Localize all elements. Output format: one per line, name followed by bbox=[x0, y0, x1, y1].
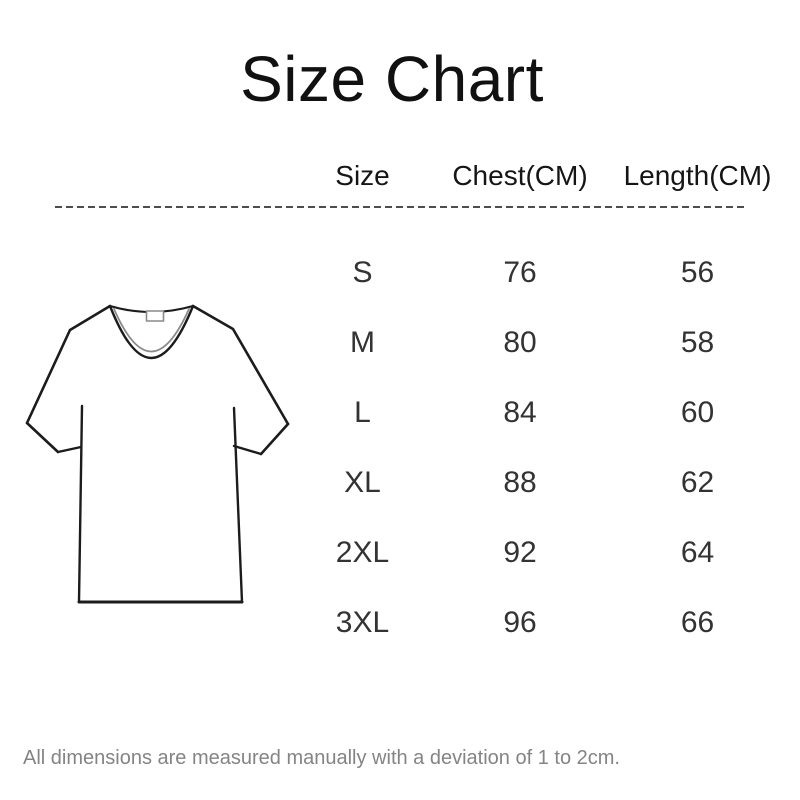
chest-value: 76 bbox=[503, 256, 537, 289]
table-row: XL 88 62 bbox=[300, 448, 780, 518]
length-value: 66 bbox=[680, 606, 715, 639]
chest-value: 88 bbox=[503, 466, 537, 499]
length-value: 62 bbox=[680, 466, 715, 499]
length-value: 64 bbox=[680, 536, 715, 569]
size-value: S bbox=[352, 256, 373, 289]
table-row: 2XL 92 64 bbox=[300, 518, 780, 588]
column-header-length: Length(CM) bbox=[623, 160, 772, 191]
table-row: 3XL 96 66 bbox=[300, 588, 780, 658]
column-header-size: Size bbox=[335, 160, 390, 191]
size-value: M bbox=[350, 326, 375, 359]
length-value: 58 bbox=[680, 326, 715, 359]
length-value: 60 bbox=[680, 396, 715, 429]
chest-value: 84 bbox=[503, 396, 537, 429]
column-header-chest: Chest(CM) bbox=[452, 160, 588, 191]
dashed-divider bbox=[55, 206, 748, 208]
table-header-row: Size Chest(CM) Length(CM) bbox=[300, 160, 780, 192]
measurement-note: All dimensions are measured manually wit… bbox=[23, 747, 620, 769]
size-table-body: S 76 56 M 80 58 L 84 60 XL 88 62 2XL 92 … bbox=[300, 238, 780, 658]
length-value: 56 bbox=[680, 256, 715, 289]
page-title: Size Chart bbox=[240, 43, 544, 115]
chest-value: 92 bbox=[503, 536, 537, 569]
size-value: 2XL bbox=[335, 536, 390, 569]
size-value: 3XL bbox=[335, 606, 390, 639]
chest-value: 80 bbox=[503, 326, 537, 359]
table-row: L 84 60 bbox=[300, 378, 780, 448]
chest-value: 96 bbox=[503, 606, 537, 639]
size-value: XL bbox=[344, 466, 381, 499]
size-value: L bbox=[354, 396, 371, 429]
tshirt-outline-icon bbox=[25, 304, 290, 604]
table-row: M 80 58 bbox=[300, 308, 780, 378]
table-row: S 76 56 bbox=[300, 238, 780, 308]
